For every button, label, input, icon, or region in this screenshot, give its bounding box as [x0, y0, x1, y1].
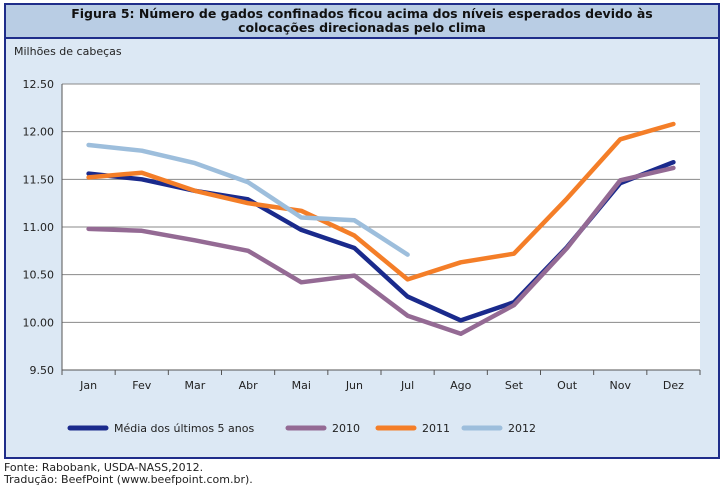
title-line-1: Figura 5: Número de gados confinados fic… — [71, 6, 653, 21]
x-tick-label: Dez — [663, 379, 684, 392]
y-tick-label: 11.00 — [23, 221, 55, 234]
x-tick-label: Mai — [292, 379, 311, 392]
x-tick-label: Abr — [239, 379, 259, 392]
line-chart: 9.50 10.00 10.50 11.00 11.50 12.00 12.50 Jan Fev… — [23, 78, 701, 435]
title-line-2: colocações direcionadas pelo clima — [238, 20, 486, 35]
x-tick-label: Set — [505, 379, 524, 392]
x-tick-label: Jul — [400, 379, 414, 392]
x-tick-label: Mar — [185, 379, 206, 392]
x-tick-label: Nov — [610, 379, 632, 392]
legend-label: 2010 — [332, 422, 360, 435]
x-tick-label: Ago — [450, 379, 472, 392]
legend-label: 2011 — [422, 422, 450, 435]
y-tick-label: 12.00 — [23, 126, 55, 139]
x-tick-label: Jan — [79, 379, 97, 392]
series-line-2010 — [86, 165, 676, 337]
y-axis-unit-label: Milhões de cabeças — [14, 45, 122, 58]
footer: Fonte: Rabobank, USDA-NASS,2012. Traduçã… — [4, 462, 253, 486]
series-line-2011 — [86, 121, 676, 282]
y-tick-label: 11.50 — [23, 173, 55, 186]
x-tick-label: Fev — [132, 379, 151, 392]
x-tick-label: Jun — [345, 379, 363, 392]
y-tick-label: 10.00 — [23, 316, 55, 329]
y-tick-label: 12.50 — [23, 78, 55, 91]
x-tick-label: Out — [557, 379, 578, 392]
y-tick-label: 10.50 — [23, 269, 55, 282]
y-tick-label: 9.50 — [30, 364, 55, 377]
series-line-2012 — [86, 142, 410, 257]
translation-note: Tradução: BeefPoint (www.beefpoint.com.b… — [4, 473, 253, 486]
legend-label: 2012 — [508, 422, 536, 435]
figure-title: Figura 5: Número de gados confinados fic… — [6, 5, 718, 39]
legend-label: Média dos últimos 5 anos — [114, 422, 254, 435]
source-note: Fonte: Rabobank, USDA-NASS,2012. — [4, 461, 204, 474]
